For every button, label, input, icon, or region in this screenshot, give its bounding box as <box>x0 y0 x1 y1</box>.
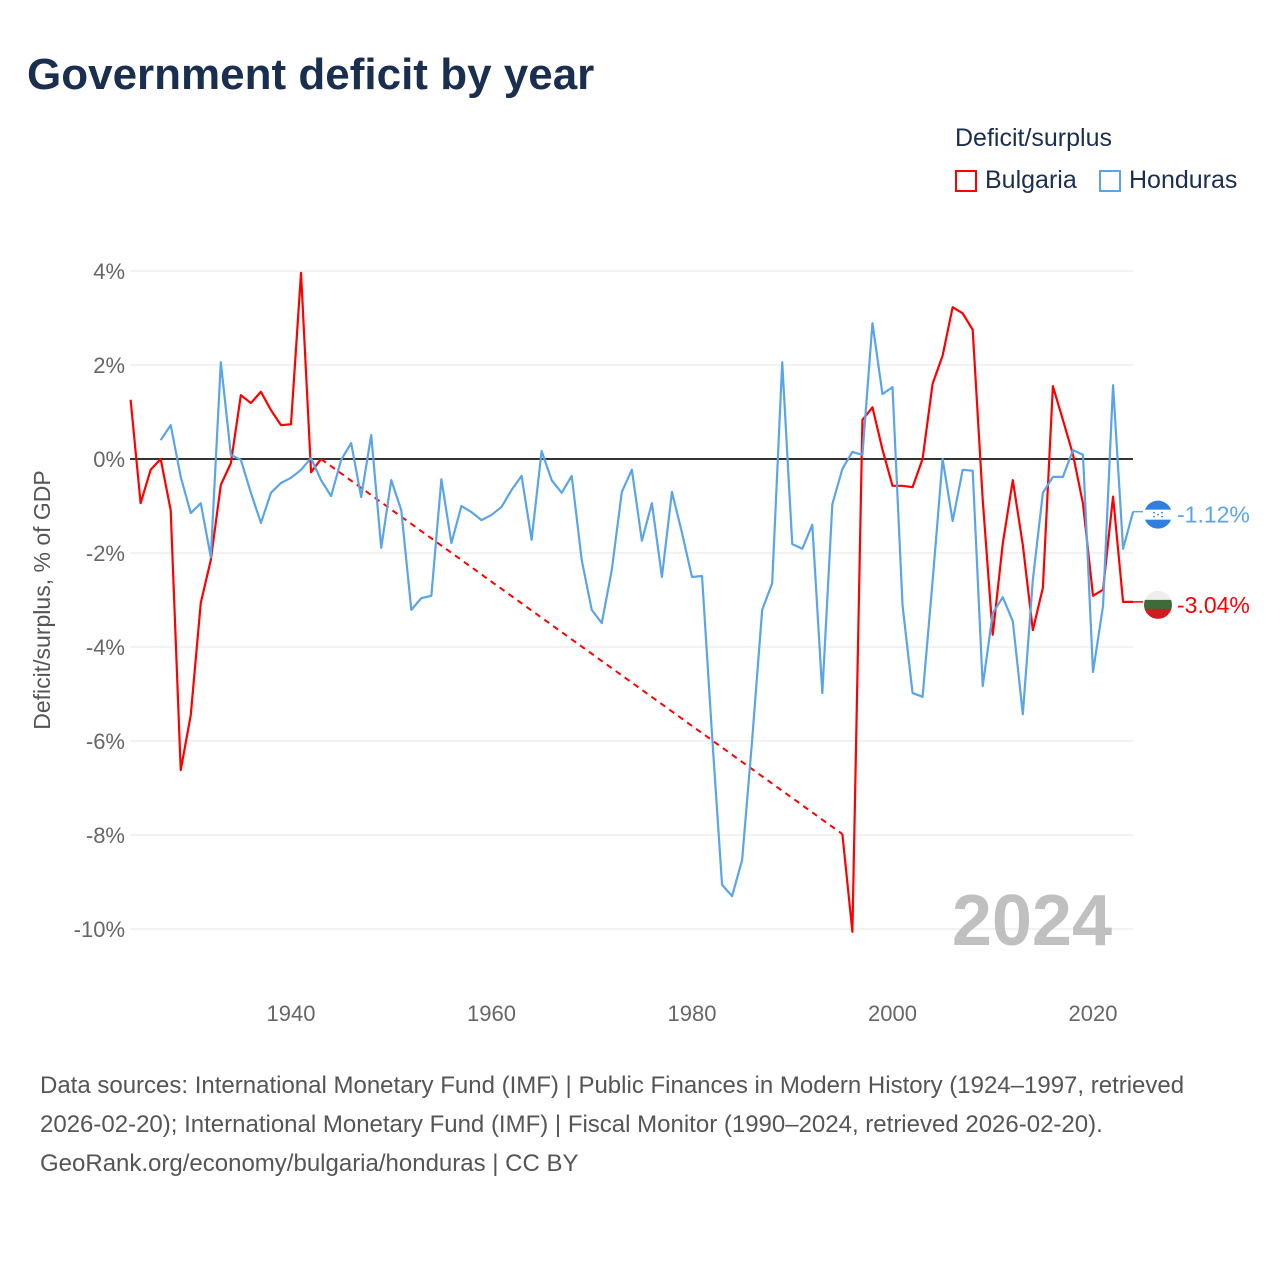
y-tick-label: 0% <box>93 447 125 472</box>
legend-label: Bulgaria <box>985 166 1077 194</box>
data-sources: Data sources: International Monetary Fun… <box>40 1072 1185 1138</box>
legend-label: Honduras <box>1129 166 1238 194</box>
honduras-end-value: -1.12% <box>1177 502 1250 528</box>
credit-link[interactable]: GeoRank.org/economy/bulgaria/honduras | … <box>40 1150 579 1177</box>
year-watermark: 2024 <box>952 881 1112 961</box>
bulgaria-gap-line <box>320 458 843 835</box>
bulgaria-flag-icon <box>1144 590 1172 619</box>
x-tick-label: 1960 <box>467 1001 516 1026</box>
x-tick-label: 2000 <box>868 1001 917 1026</box>
legend-swatch-bulgaria <box>955 169 977 192</box>
honduras-flag-icon <box>1144 500 1172 529</box>
x-tick-label: 1940 <box>267 1001 316 1026</box>
y-tick-label: -8% <box>86 823 125 848</box>
plot-area: 4% 2% 0% -2% -4% -6% -8% -10% 1940 1960 1980 2000 20… <box>29 259 1250 1026</box>
y-tick-label: 4% <box>93 259 125 284</box>
x-tick-label: 2020 <box>1069 1001 1118 1026</box>
legend-title: Deficit/surplus <box>955 124 1112 152</box>
y-tick-label: -6% <box>86 729 125 754</box>
legend-swatch-honduras <box>1099 169 1121 192</box>
bulgaria-end-value: -3.04% <box>1177 592 1250 618</box>
y-axis-label: Deficit/surplus, % of GDP <box>29 470 55 729</box>
legend-item-honduras[interactable]: Honduras <box>1099 166 1237 195</box>
y-tick-label: 2% <box>93 353 125 378</box>
x-tick-label: 1980 <box>668 1001 717 1026</box>
y-tick-label: -2% <box>86 541 125 566</box>
bulgaria-line <box>841 306 1134 933</box>
footer: Data sources: International Monetary Fun… <box>40 1066 1240 1183</box>
y-tick-label: -10% <box>74 917 125 942</box>
honduras-line <box>159 322 1135 898</box>
legend-item-bulgaria[interactable]: Bulgaria <box>955 166 1077 195</box>
chart-title: Government deficit by year <box>27 50 595 99</box>
bulgaria-line <box>129 271 322 772</box>
y-tick-label: -4% <box>86 635 125 660</box>
